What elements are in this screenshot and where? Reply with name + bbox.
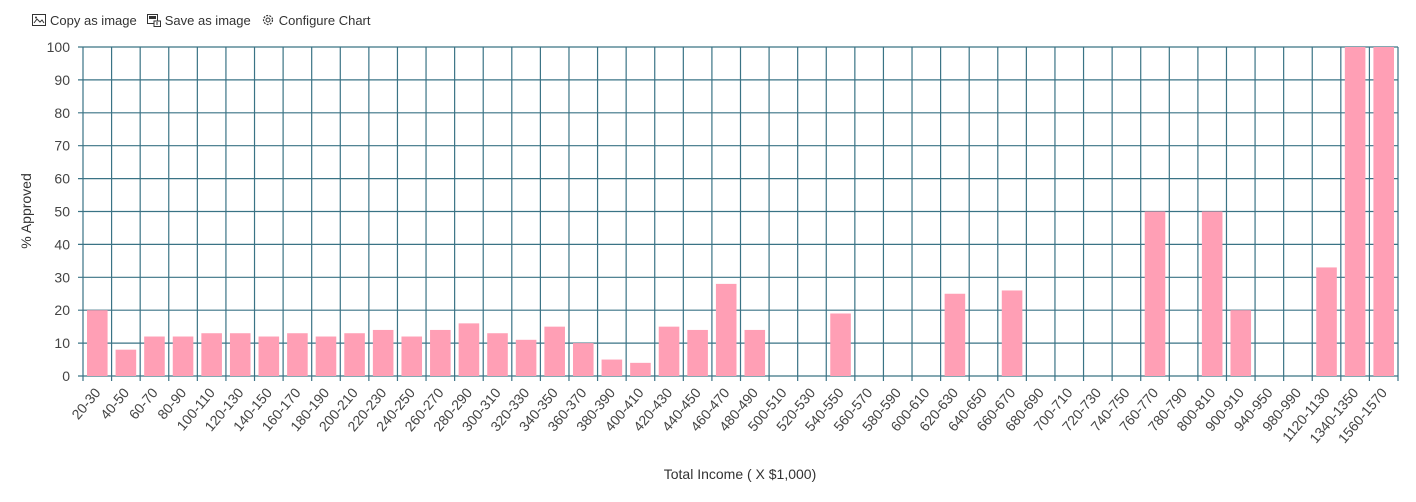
copy-as-image-button[interactable]: Copy as image: [32, 13, 137, 28]
bar[interactable]: [172, 336, 194, 376]
grid-lines: [78, 46, 1399, 381]
bar[interactable]: [458, 323, 480, 376]
bar[interactable]: [315, 336, 337, 376]
chart-toolbar: Copy as image Save as image Configure Ch…: [32, 10, 371, 30]
y-tick-label: 90: [54, 72, 70, 88]
bar[interactable]: [630, 362, 651, 376]
bar[interactable]: [258, 336, 280, 376]
x-axis-title: Total Income ( X $1,000): [664, 466, 817, 482]
bar[interactable]: [1344, 47, 1366, 376]
gear-icon: [261, 13, 275, 27]
y-tick-label: 40: [54, 236, 70, 252]
y-tick-label: 70: [54, 138, 70, 154]
bar[interactable]: [944, 293, 966, 376]
y-tick-label: 60: [54, 171, 70, 187]
bar[interactable]: [744, 329, 766, 376]
y-axis-title: % Approved: [18, 173, 34, 249]
copy-image-icon: [32, 14, 46, 26]
bar[interactable]: [1201, 211, 1223, 377]
bar[interactable]: [1316, 267, 1337, 376]
bar[interactable]: [1373, 47, 1394, 376]
configure-chart-label: Configure Chart: [278, 12, 371, 28]
bar[interactable]: [487, 333, 508, 376]
x-tick-label: 60-70: [125, 384, 160, 422]
bar[interactable]: [201, 333, 222, 376]
bar[interactable]: [115, 349, 137, 376]
y-tick-labels: 0 10 20 30 40 50 60 70 80 90 100: [47, 39, 71, 384]
bar[interactable]: [144, 336, 165, 376]
bar[interactable]: [715, 283, 737, 376]
configure-chart-button[interactable]: Configure Chart: [261, 13, 371, 28]
y-tick-label: 30: [54, 269, 70, 285]
bar[interactable]: [544, 326, 565, 376]
y-tick-label: 80: [54, 105, 70, 121]
x-tick-labels: 20-3040-5060-7080-90100-110120-130140-15…: [68, 384, 1390, 446]
bar[interactable]: [572, 343, 594, 376]
y-tick-label: 100: [47, 39, 71, 55]
bar[interactable]: [658, 326, 680, 376]
y-tick-label: 50: [54, 204, 70, 220]
save-as-image-button[interactable]: Save as image: [146, 12, 251, 28]
y-tick-label: 0: [62, 368, 70, 384]
bar[interactable]: [1230, 310, 1252, 376]
bar[interactable]: [687, 329, 708, 376]
bar[interactable]: [229, 333, 251, 376]
bar[interactable]: [87, 310, 108, 376]
bars: [87, 47, 1394, 376]
bar[interactable]: [344, 333, 365, 376]
bar[interactable]: [430, 329, 451, 376]
bar[interactable]: [287, 333, 308, 376]
bar[interactable]: [601, 359, 623, 376]
x-tick-label: 40-50: [97, 384, 132, 422]
bar[interactable]: [1144, 211, 1166, 377]
bar[interactable]: [372, 329, 394, 376]
bar[interactable]: [1001, 290, 1023, 376]
bar[interactable]: [401, 336, 423, 376]
x-tick-label: 20-30: [68, 384, 103, 422]
save-as-image-label: Save as image: [164, 12, 251, 28]
save-image-icon: [146, 13, 161, 27]
bar[interactable]: [830, 313, 851, 376]
bar[interactable]: [515, 339, 537, 376]
copy-as-image-label: Copy as image: [50, 12, 137, 28]
y-tick-label: 10: [54, 335, 70, 351]
y-tick-label: 20: [54, 302, 70, 318]
